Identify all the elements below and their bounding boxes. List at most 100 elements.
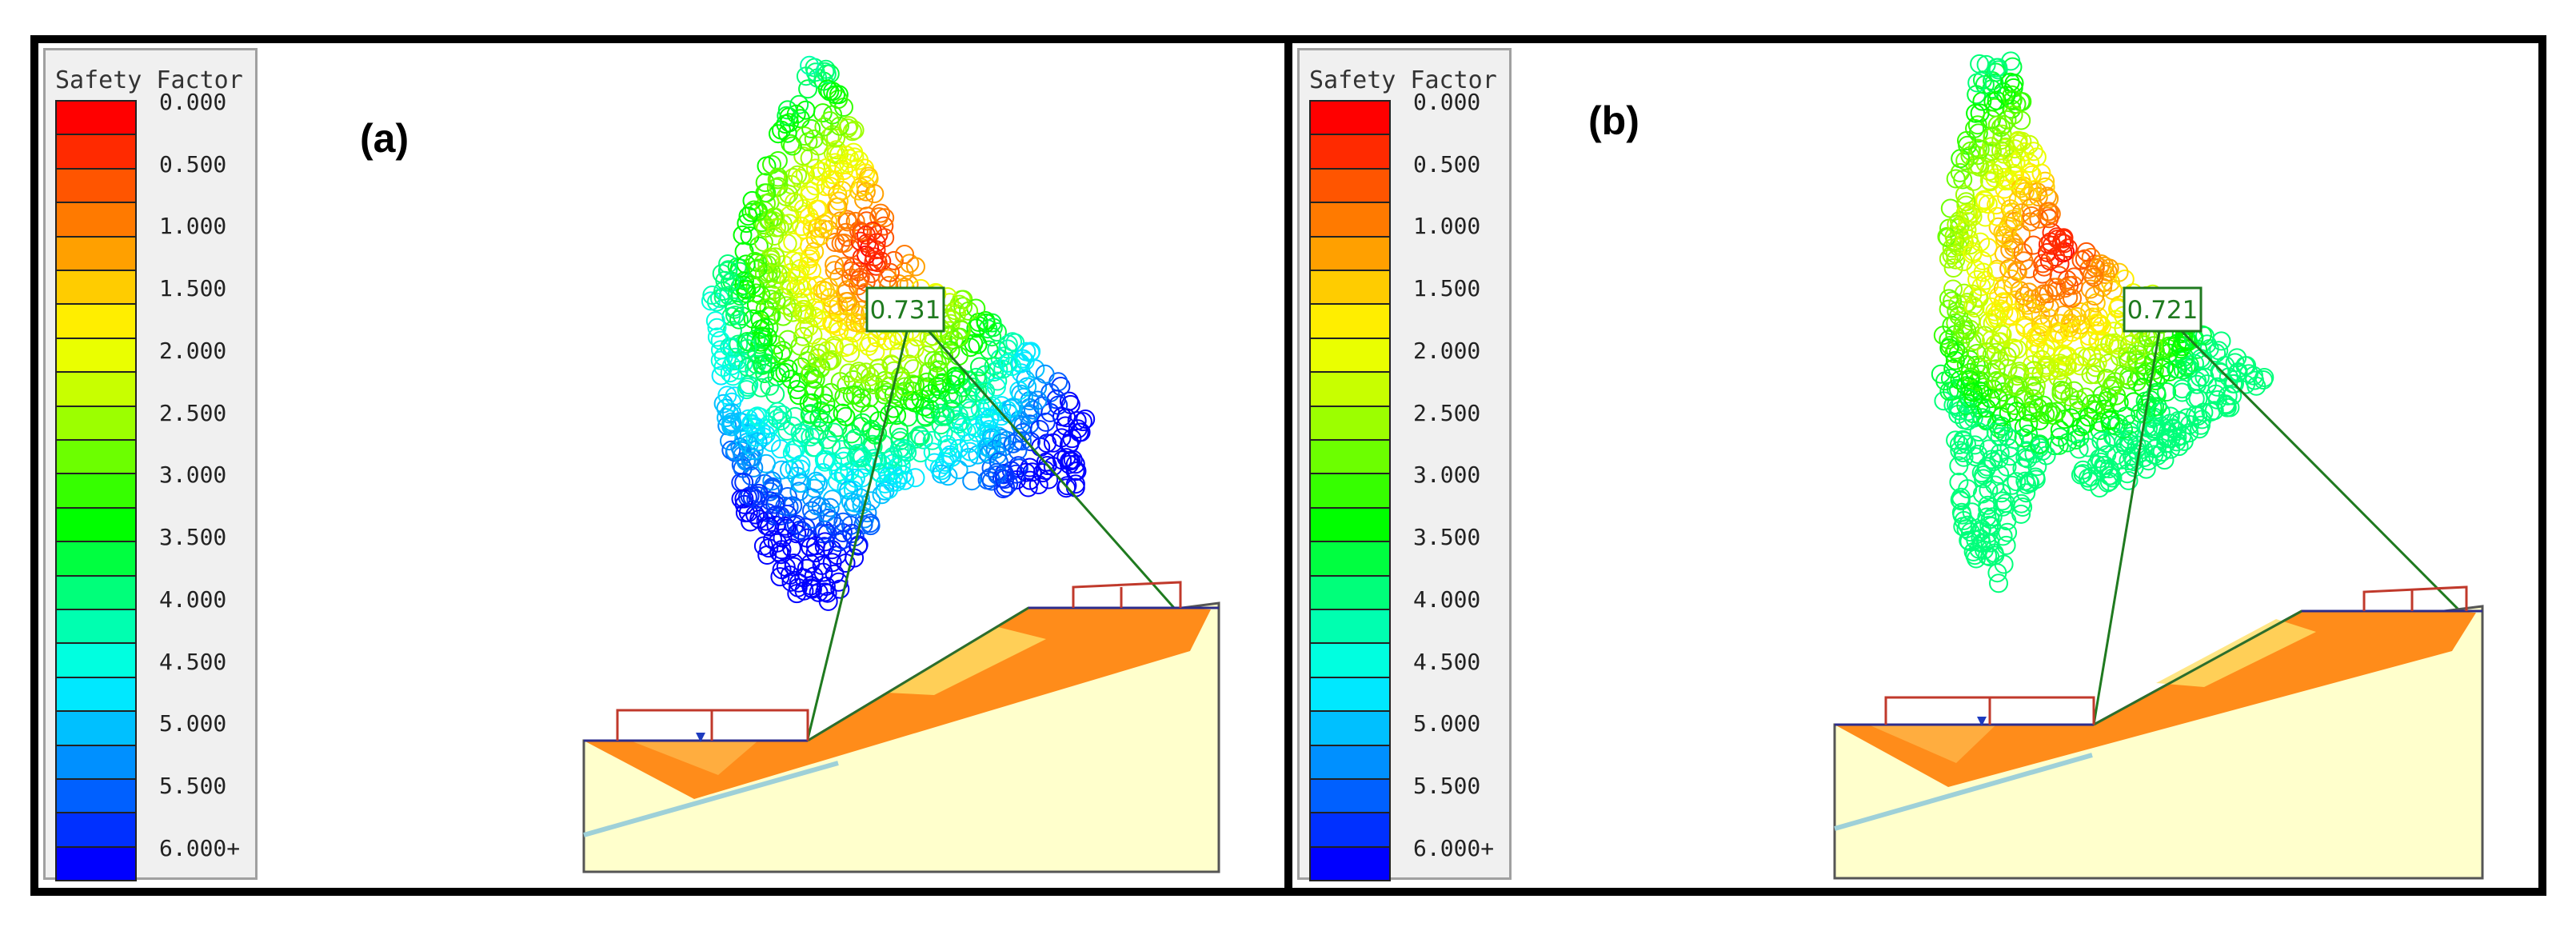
slip-center-marker	[976, 311, 996, 330]
slip-center-marker	[953, 418, 972, 438]
slip-center-marker	[838, 292, 858, 311]
slip-center-marker	[1035, 364, 1055, 384]
slip-center-marker	[2084, 267, 2104, 287]
slip-center-marker	[1994, 554, 2014, 574]
legend-swatch	[55, 676, 137, 713]
slip-center-marker	[1036, 412, 1056, 432]
slip-center-marker	[1990, 465, 2010, 484]
slip-center-marker	[1958, 212, 1978, 231]
slip-center-marker	[2082, 466, 2102, 486]
slip-center-marker	[745, 427, 765, 447]
slip-center-marker	[1959, 530, 1979, 550]
slip-center-marker	[721, 356, 741, 376]
slip-center-marker	[1039, 469, 1059, 489]
slip-center-marker	[2091, 431, 2111, 451]
slip-center-marker	[2023, 389, 2043, 409]
slip-center-marker	[897, 442, 917, 462]
slip-center-marker	[837, 280, 857, 300]
slip-center-marker	[2103, 468, 2123, 488]
slip-center-marker	[807, 496, 827, 516]
slip-center-marker	[2160, 406, 2180, 426]
slip-center-marker	[2180, 415, 2199, 434]
slip-center-marker	[749, 509, 769, 529]
slip-center-marker	[2023, 403, 2043, 423]
slip-center-marker	[915, 406, 935, 426]
slip-center-marker	[2029, 326, 2049, 345]
slip-center-marker	[1994, 244, 2014, 264]
slip-center-marker	[2030, 434, 2050, 454]
slip-center-marker	[1960, 350, 1980, 370]
slip-center-marker	[869, 358, 889, 378]
slip-center-marker	[843, 431, 863, 451]
slip-center-marker	[968, 334, 988, 354]
slip-center-marker	[777, 518, 797, 538]
slip-center-marker	[1957, 321, 1977, 341]
slip-center-marker	[720, 363, 740, 383]
slip-center-marker	[748, 406, 768, 426]
panel-label: (a)	[360, 116, 409, 161]
slip-center-marker	[1043, 433, 1063, 453]
slip-center-marker	[817, 524, 837, 543]
slip-center-marker	[2062, 322, 2082, 342]
slip-center-marker	[1016, 462, 1036, 482]
slip-center-marker	[987, 340, 1007, 359]
slip-center-marker	[865, 425, 885, 445]
slip-center-marker	[842, 122, 862, 142]
slip-center-marker	[717, 261, 737, 281]
slip-center-marker	[715, 270, 735, 290]
slip-center-marker	[725, 306, 745, 326]
slip-center-marker	[763, 529, 783, 549]
slip-center-marker	[850, 488, 870, 508]
slip-center-marker	[768, 402, 788, 422]
legend-label: 3.000	[1413, 462, 1481, 489]
slip-center-marker	[1978, 495, 1998, 515]
legend-swatch	[1309, 710, 1391, 746]
slip-center-marker	[737, 358, 757, 378]
slip-center-marker	[2145, 439, 2165, 459]
slip-center-marker	[2114, 432, 2134, 452]
slip-center-marker	[818, 351, 838, 371]
slip-center-marker	[821, 435, 841, 455]
slip-center-marker	[819, 278, 838, 298]
slip-center-marker	[2030, 338, 2049, 358]
slip-center-marker	[2099, 472, 2119, 492]
slip-center-marker	[2038, 242, 2057, 262]
legend-swatch	[55, 439, 137, 475]
slip-center-marker	[2217, 395, 2237, 415]
slip-center-marker	[839, 336, 859, 356]
slip-center-marker	[2064, 381, 2084, 401]
legend-label: 0.000	[1413, 89, 1481, 115]
slip-center-marker	[985, 439, 1005, 459]
slip-center-marker	[749, 201, 768, 221]
panel-b: Safety Factor 0.000 0.500 1.000 1.500 2.000 2…	[1284, 35, 2546, 896]
slip-center-marker	[2097, 445, 2117, 465]
slip-center-marker	[1028, 390, 1048, 410]
slip-center-marker	[1977, 411, 1996, 431]
slip-center-marker	[2085, 286, 2105, 306]
slip-center-marker	[1963, 244, 1983, 264]
legend-label: 4.500	[1413, 648, 1481, 675]
slip-center-marker	[960, 442, 980, 462]
slip-center-marker	[1976, 54, 1996, 74]
slip-center-marker	[2079, 407, 2099, 427]
slip-center-marker	[741, 414, 761, 434]
slip-center-marker	[707, 327, 727, 347]
slip-center-marker	[820, 111, 840, 130]
legend-label: 1.500	[159, 275, 227, 302]
slip-center-marker	[2019, 414, 2039, 434]
slip-center-marker	[2167, 359, 2187, 379]
slip-center-marker	[2015, 448, 2035, 468]
slip-center-marker	[2100, 334, 2120, 354]
slip-center-marker	[879, 480, 899, 499]
slip-center-marker	[2069, 439, 2089, 459]
slip-center-marker	[900, 254, 920, 274]
slip-center-marker	[747, 344, 767, 364]
slip-center-marker	[765, 494, 785, 514]
slip-center-marker	[1967, 344, 1987, 363]
slip-center-marker	[988, 452, 1008, 472]
slip-center-marker	[1956, 354, 1976, 374]
slip-center-marker	[702, 286, 722, 305]
slip-center-marker	[1018, 477, 1038, 497]
slip-center-marker	[1939, 289, 1959, 309]
slip-center-marker	[2005, 139, 2025, 159]
